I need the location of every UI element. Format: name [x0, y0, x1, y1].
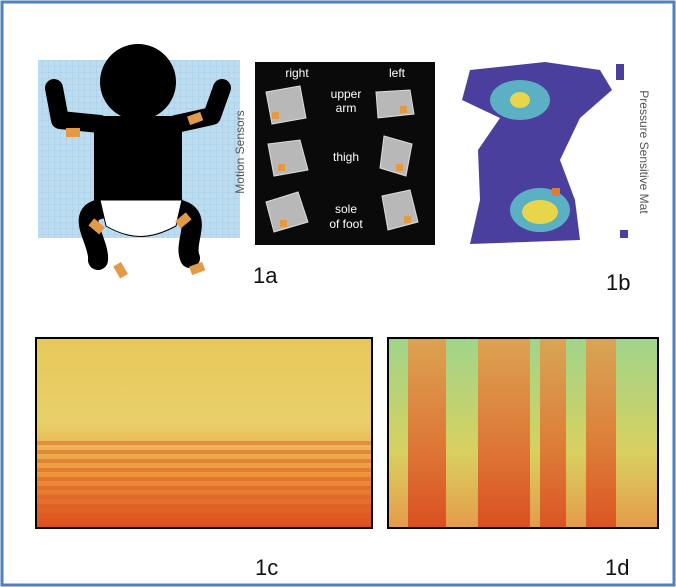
mat-title: Pressure Sensitive Mat	[637, 90, 651, 214]
row-label: arm	[336, 101, 357, 115]
row-label: thigh	[333, 150, 359, 164]
column-label: right	[285, 66, 309, 80]
panel-label: 1a	[253, 263, 278, 288]
page: Motion Sensors right left upper arm thig…	[0, 0, 676, 587]
spectrogram	[388, 338, 658, 528]
motion-sensor-panel: Motion Sensors right left upper arm thig…	[233, 62, 435, 245]
panel-label: 1b	[606, 270, 630, 295]
spectrogram	[36, 338, 372, 528]
row-label: of foot	[329, 217, 363, 231]
panel-label: 1d	[605, 555, 629, 580]
figure: Motion Sensors right left upper arm thig…	[0, 0, 676, 587]
row-label: sole	[335, 202, 357, 216]
panel-label: 1c	[255, 555, 278, 580]
column-label: left	[389, 66, 406, 80]
row-label: upper	[331, 87, 362, 101]
axis-title: Motion Sensors	[233, 110, 247, 193]
